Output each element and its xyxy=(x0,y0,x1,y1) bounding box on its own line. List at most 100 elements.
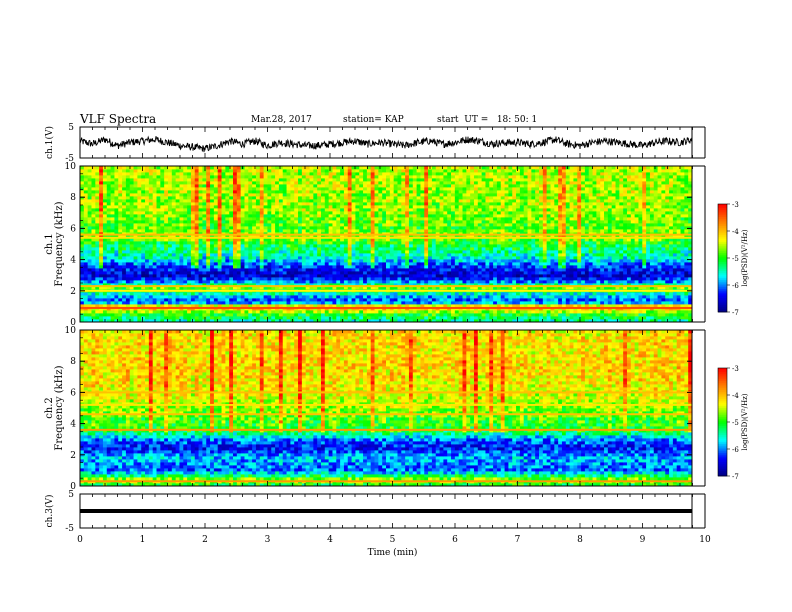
spectrogram-cell xyxy=(294,286,299,290)
spectrogram-cell xyxy=(213,283,219,287)
spectrogram-cell xyxy=(194,253,199,257)
spectrogram-cell xyxy=(301,277,307,281)
spectrogram-cell xyxy=(213,271,219,275)
spectrogram-cell xyxy=(489,268,494,272)
spectrogram-cell xyxy=(554,316,559,320)
spectrogram-cell xyxy=(546,283,551,287)
spectrogram-cell xyxy=(619,265,624,269)
spectrogram-cell xyxy=(684,280,689,284)
spectrogram-cell xyxy=(313,274,318,278)
spectrogram-cell xyxy=(190,298,196,302)
spectrogram-cell xyxy=(386,271,391,275)
spectrogram-cell xyxy=(87,304,92,308)
spectrogram-cell xyxy=(294,313,299,317)
spectrogram-cell xyxy=(229,229,234,233)
spectrogram-cell xyxy=(160,244,165,248)
spectrogram-cell xyxy=(156,262,161,266)
spectrogram-cell xyxy=(581,259,586,263)
spectrogram-cell xyxy=(443,259,448,263)
spectrogram-cell xyxy=(569,283,574,287)
spectrogram-cell xyxy=(83,313,89,317)
spectrogram-cell xyxy=(581,244,586,248)
spectrogram-cell xyxy=(584,298,590,302)
spectrogram-cell xyxy=(198,286,203,290)
spectrogram-cell xyxy=(80,238,85,242)
spectrogram-cell xyxy=(137,253,142,257)
spectrogram-cell xyxy=(370,313,375,317)
spectrogram-cell xyxy=(535,304,540,308)
spectrogram-cell xyxy=(428,235,433,239)
spectrogram-cell xyxy=(198,313,203,317)
spectrogram-cell xyxy=(462,259,467,263)
spectrogram-cell xyxy=(504,271,509,275)
spectrogram-cell xyxy=(542,265,548,269)
spectrogram-cell xyxy=(110,286,115,290)
spectrogram-cell xyxy=(558,277,563,281)
spectrogram-cell xyxy=(286,271,291,275)
spectrogram-cell xyxy=(80,235,85,239)
spectrogram-cell xyxy=(336,271,341,275)
spectrogram-cell xyxy=(554,292,559,296)
spectrogram-cell xyxy=(91,253,96,257)
spectrogram-cell xyxy=(110,262,115,266)
spectrogram-cell xyxy=(542,286,548,290)
spectrogram-cell xyxy=(309,268,314,272)
spectrogram-cell xyxy=(466,235,471,239)
spectrogram-cell xyxy=(646,298,651,302)
spectrogram-cell xyxy=(462,298,467,302)
spectrogram-cell xyxy=(428,244,433,248)
spectrogram-cell xyxy=(366,247,372,251)
spectrogram-cell xyxy=(596,313,601,317)
spectrogram-cell xyxy=(386,259,391,263)
spectrogram-cell xyxy=(665,295,670,299)
spectrogram-cell xyxy=(600,280,605,284)
spectrogram-cell xyxy=(382,280,387,284)
spectrogram-cell xyxy=(581,304,586,308)
spectrogram-cell xyxy=(642,244,647,248)
spectrogram-cell xyxy=(252,244,257,248)
spectrogram-cell xyxy=(470,286,475,290)
spectrogram-cell xyxy=(294,235,299,239)
spectrogram-cell xyxy=(546,241,551,245)
spectrogram-cell xyxy=(626,256,632,260)
spectrogram-cell xyxy=(539,304,544,308)
spectrogram-cell xyxy=(233,310,238,314)
spectrogram-cell xyxy=(324,304,330,308)
spectrogram-cell xyxy=(282,262,287,266)
spectrogram-cell xyxy=(217,253,222,257)
spectrogram-cell xyxy=(374,256,379,260)
spectrogram-cell xyxy=(584,262,590,266)
spectrogram-cell xyxy=(669,280,674,284)
spectrogram-cell xyxy=(408,292,414,296)
spectrogram-cell xyxy=(405,253,410,257)
spectrogram-cell xyxy=(527,247,532,251)
spectrogram-cell xyxy=(129,316,134,320)
spectrogram-cell xyxy=(259,247,264,251)
spectrogram-cell xyxy=(236,295,242,299)
spectrogram-cell xyxy=(301,268,307,272)
spectrogram-cell xyxy=(110,280,115,284)
spectrogram-cell xyxy=(378,250,383,254)
spectrogram-cell xyxy=(87,238,92,242)
spectrogram-cell xyxy=(118,229,123,233)
spectrogram-cell xyxy=(439,247,444,251)
spectrogram-cell xyxy=(183,238,188,242)
spectrogram-cell xyxy=(489,304,494,308)
spectrogram-cell xyxy=(428,280,433,284)
spectrogram-cell xyxy=(187,319,192,323)
spectrogram-cell xyxy=(688,313,693,317)
spectrogram-cell xyxy=(523,310,528,314)
spectrogram-cell xyxy=(454,259,460,263)
spectrogram-cell xyxy=(374,268,379,272)
spectrogram-cell xyxy=(676,244,681,248)
spectrogram-cell xyxy=(646,256,651,260)
spectrogram-cell xyxy=(451,235,456,239)
spectrogram-cell xyxy=(282,277,287,281)
spectrogram-cell xyxy=(83,235,89,239)
spectrogram-cell xyxy=(634,310,639,314)
spectrogram-cell xyxy=(145,292,150,296)
spectrogram-cell xyxy=(416,247,421,251)
spectrogram-cell xyxy=(210,244,215,248)
spectrogram-cell xyxy=(386,319,391,323)
spectrogram-cell xyxy=(454,235,460,239)
